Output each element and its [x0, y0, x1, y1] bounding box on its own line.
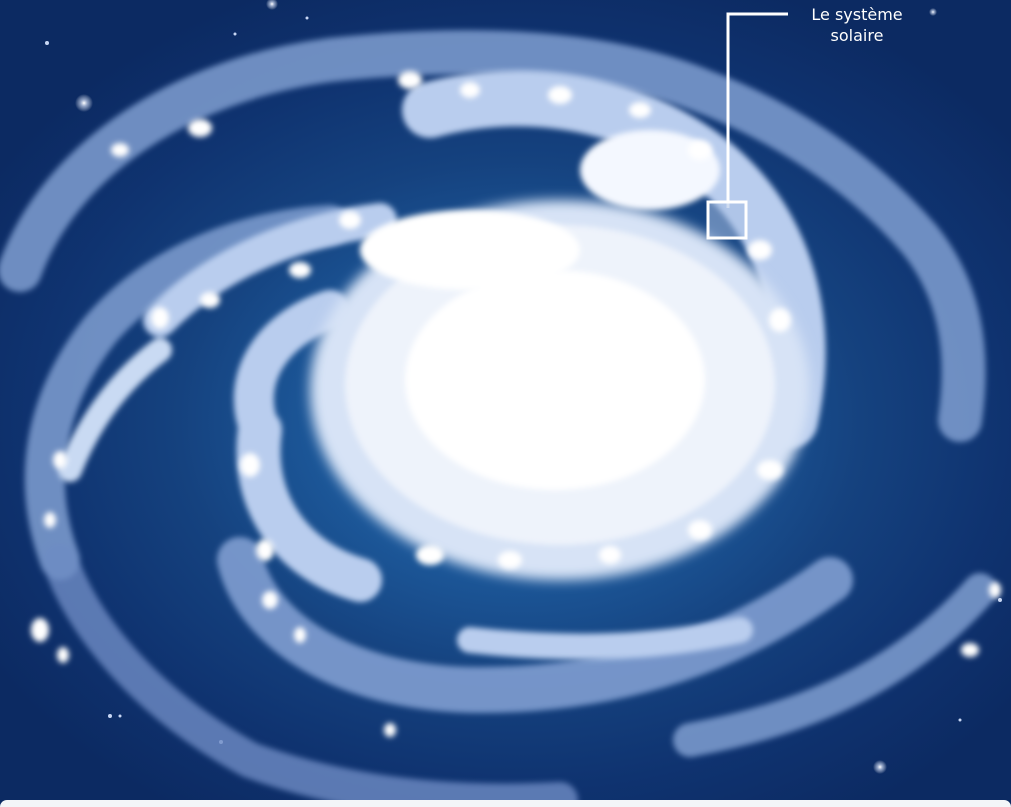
solar-system-marker-box: [706, 200, 748, 240]
galactic-core: [310, 130, 810, 580]
background-stars: [45, 0, 1002, 774]
callout-leader-line: [726, 12, 788, 208]
bottom-panel-edge: [0, 800, 1011, 807]
solar-system-label-line2: solaire: [830, 26, 884, 45]
solar-system-callout: [706, 12, 788, 240]
star-clusters: [31, 71, 1001, 737]
solar-system-label: Le système solaire: [792, 4, 922, 46]
solar-system-label-line1: Le système: [811, 5, 903, 24]
